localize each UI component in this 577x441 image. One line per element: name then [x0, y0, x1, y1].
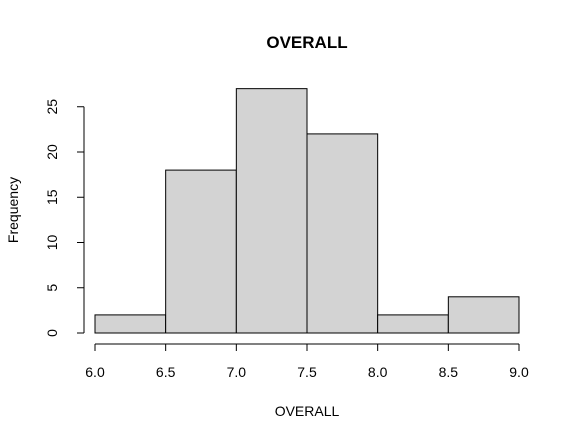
histogram-bar — [306, 133, 379, 334]
histogram-bar — [447, 296, 520, 334]
histogram-bar — [165, 169, 237, 334]
histogram-bar — [377, 314, 449, 334]
x-tick-label: 7.0 — [227, 364, 247, 380]
bars-group — [94, 88, 520, 334]
histogram-bar — [235, 88, 308, 334]
x-tick-label: 6.0 — [85, 364, 105, 380]
histogram-bar — [94, 314, 167, 334]
y-axis-label: Frequency — [5, 177, 21, 243]
y-tick-label: 20 — [44, 144, 60, 160]
y-tick-label: 15 — [44, 189, 60, 205]
x-tick-label: 6.5 — [156, 364, 176, 380]
y-axis: 0 5 10 15 20 25 — [44, 99, 85, 337]
y-tick-label: 10 — [44, 235, 60, 251]
x-tick-label: 7.5 — [297, 364, 317, 380]
y-tick-label: 25 — [44, 99, 60, 115]
x-tick-label: 8.5 — [439, 364, 459, 380]
x-axis: 6.0 6.5 7.0 7.5 8.0 8.5 9.0 — [85, 343, 529, 380]
x-tick-label: 8.0 — [368, 364, 388, 380]
x-tick-label: 9.0 — [509, 364, 529, 380]
x-axis-label: OVERALL — [275, 403, 340, 419]
y-tick-label: 0 — [44, 329, 60, 337]
chart-title: OVERALL — [266, 33, 347, 52]
y-tick-label: 5 — [44, 284, 60, 292]
